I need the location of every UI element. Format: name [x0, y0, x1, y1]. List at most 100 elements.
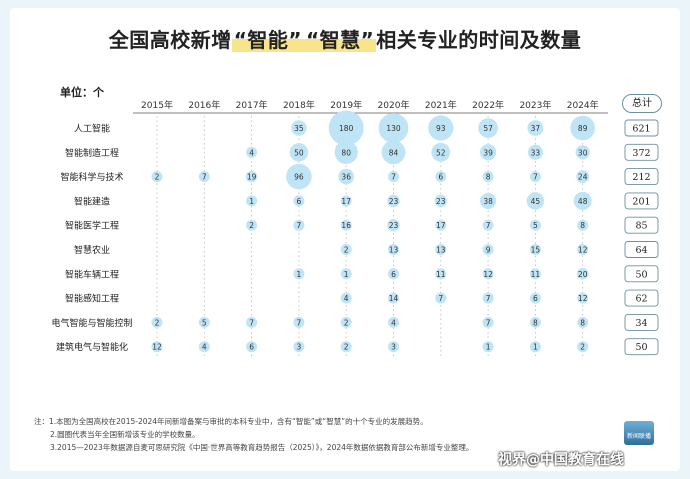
bubble — [340, 195, 352, 207]
bubble-value-label: 11 — [436, 270, 446, 279]
bubble — [482, 171, 494, 183]
total-box — [624, 265, 659, 283]
bubble-value-label: 8 — [580, 221, 585, 230]
bubble — [291, 120, 307, 136]
bubble — [334, 140, 358, 164]
bubble — [338, 168, 355, 185]
bubble-value-label: 45 — [531, 197, 541, 206]
total-value: 34 — [635, 318, 647, 329]
bubble-value-label: 3 — [391, 343, 396, 352]
chart-title: 全国高校新增 “智能” “智慧” 相关专业的时间及数量 — [0, 24, 690, 53]
bubble-value-label: 16 — [341, 221, 351, 230]
row-label: 智能车辆工程 — [65, 268, 119, 280]
bubble-value-label: 6 — [391, 270, 396, 279]
bubble — [246, 219, 258, 231]
bubble — [151, 341, 163, 353]
bubble — [388, 268, 399, 280]
bubble-value-label: 12 — [578, 246, 588, 255]
bubble-value-label: 7 — [249, 318, 254, 327]
bubble-value-label: 4 — [202, 343, 207, 352]
bubble-value-label: 48 — [578, 197, 588, 206]
bubble-value-label: 50 — [294, 148, 304, 157]
bubble-value-label: 20 — [578, 270, 588, 279]
bubble — [245, 170, 258, 183]
title-suffix: 相关专业的时间及数量 — [376, 28, 582, 52]
bubble-value-label: 4 — [344, 294, 349, 303]
bubble-value-label: 2 — [249, 221, 254, 230]
bubble-value-label: 93 — [436, 124, 446, 133]
footnotes: 注：1.本图为全国高校在2015-2024年间新增备案与审批的本科专业中，含有“… — [34, 415, 473, 454]
bubble-value-label: 12 — [152, 343, 162, 352]
bubble — [388, 341, 399, 353]
bubble-value-label: 11 — [531, 270, 541, 279]
bubble-value-label: 30 — [578, 148, 588, 157]
bubble — [388, 244, 399, 255]
bubble-value-label: 180 — [339, 124, 354, 133]
bubble — [246, 195, 258, 207]
year-tick-label: 2017年 — [236, 99, 268, 111]
bubble-value-label: 19 — [247, 173, 257, 182]
unit-label: 单位：个 — [60, 86, 104, 99]
total-box — [624, 241, 659, 258]
bubble — [246, 146, 258, 158]
note-3: 3.2015—2023年数据源自麦可思研究院《中国·世界高等教育趋势报告（202… — [50, 443, 474, 452]
bubble-value-label: 33 — [531, 148, 541, 157]
note-1: 注：1.本图为全国高校在2015-2024年间新增备案与审批的本科专业中，含有“… — [34, 417, 428, 426]
bubble — [529, 268, 541, 280]
note-2: 2.圆圈代表当年全国新增该专业的学校数量。 — [50, 430, 200, 439]
bubble-value-label: 23 — [389, 197, 399, 206]
bubble-value-label: 9 — [486, 246, 491, 255]
bubble-value-label: 14 — [389, 294, 399, 303]
bubble-value-label: 7 — [297, 221, 302, 230]
bubble — [340, 341, 352, 353]
bubble — [388, 316, 399, 328]
bubble — [198, 341, 210, 353]
bubble-value-label: 23 — [389, 221, 399, 230]
bubble — [482, 341, 494, 353]
bubble — [293, 268, 305, 280]
year-tick-label: 2015年 — [141, 99, 173, 111]
bubble-value-label: 17 — [436, 221, 446, 230]
bubble — [480, 192, 497, 209]
bubble — [293, 316, 305, 328]
bubble-value-label: 12 — [578, 294, 588, 303]
bubble — [527, 144, 543, 160]
bubble — [482, 244, 494, 255]
total-value: 621 — [632, 124, 650, 135]
bubble — [435, 244, 447, 255]
bubble — [482, 316, 494, 328]
total-value: 62 — [635, 294, 647, 305]
bubble-value-label: 6 — [438, 173, 443, 182]
bubble — [482, 292, 494, 304]
total-box — [624, 192, 659, 210]
bubble — [340, 292, 352, 304]
bubble — [378, 113, 409, 143]
bubble-value-label: 5 — [202, 318, 207, 327]
bubble — [388, 171, 399, 183]
bubble — [293, 219, 305, 231]
bubble — [479, 144, 497, 161]
bubble-value-label: 89 — [578, 124, 588, 133]
bubble-value-label: 1 — [249, 197, 254, 206]
year-tick-label: 2018年 — [283, 99, 315, 111]
bubble-value-label: 12 — [483, 270, 493, 279]
bubble-value-label: 7 — [438, 294, 443, 303]
row-label: 智能制造工程 — [65, 147, 119, 159]
bubble-value-label: 80 — [341, 148, 351, 157]
bubble-value-label: 2 — [344, 318, 349, 327]
bubble-value-label: 8 — [580, 318, 585, 327]
bubble — [328, 110, 364, 146]
bubble — [529, 244, 541, 255]
bubble — [482, 219, 494, 231]
bubble-value-label: 7 — [486, 318, 491, 327]
bubble-value-label: 52 — [436, 148, 446, 157]
bubble — [340, 219, 352, 231]
bubble-value-label: 13 — [436, 246, 446, 255]
bubble-value-label: 2 — [155, 173, 160, 182]
bubble — [340, 244, 352, 255]
year-tick-label: 2024年 — [567, 99, 599, 111]
bubble-value-label: 8 — [486, 173, 491, 182]
bubble — [529, 316, 541, 328]
total-value: 50 — [635, 342, 647, 353]
